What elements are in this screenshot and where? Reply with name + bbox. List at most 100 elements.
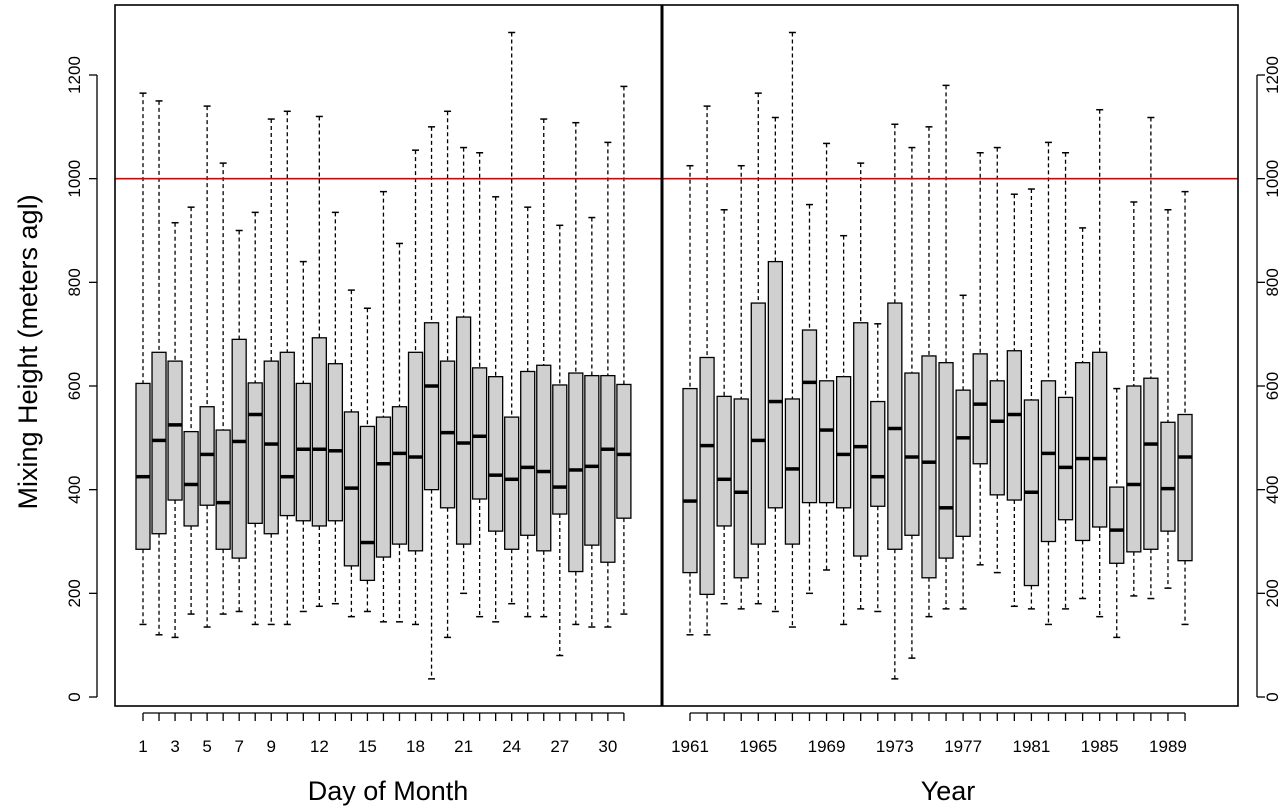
iqr-box [504, 416, 520, 550]
year-x-axis: 1961 1965 1969 1973 1977 1981 1985 1989 [671, 712, 1187, 756]
box-21 [455, 146, 472, 595]
iqr-box [1143, 377, 1159, 550]
x-tick-label-1969: 1969 [808, 737, 846, 756]
iqr-box [455, 316, 472, 545]
iqr-box [750, 302, 766, 545]
box-31 [616, 85, 632, 615]
y-axis-title: Mixing Height (meters agl) [13, 194, 43, 509]
right-y-tick-label-400: 400 [1263, 475, 1282, 503]
iqr-box [391, 406, 408, 545]
box-4 [183, 206, 199, 615]
box-1990 [1177, 190, 1193, 626]
box-1962 [699, 105, 715, 636]
iqr-box [423, 322, 440, 491]
left-y-tick-label-600: 600 [65, 372, 84, 400]
box-20 [439, 110, 456, 639]
box-7 [231, 229, 247, 613]
box-29 [584, 216, 600, 628]
iqr-box [784, 398, 801, 545]
box-1986 [1109, 387, 1125, 639]
iqr-box [552, 384, 568, 515]
box-22 [471, 152, 488, 618]
box-28 [568, 121, 584, 626]
left-y-tick-label-800: 800 [65, 268, 84, 296]
iqr-box [471, 367, 488, 500]
x-tick-label-21: 21 [454, 737, 473, 756]
x-tick-label-5: 5 [202, 737, 211, 756]
iqr-box [1177, 413, 1193, 562]
box-1981 [1023, 188, 1040, 610]
iqr-box [938, 362, 954, 559]
box-1969 [818, 142, 835, 571]
box-1982 [1040, 141, 1057, 626]
x-tick-label-30: 30 [598, 737, 617, 756]
box-1979 [989, 146, 1005, 574]
x-tick-label-3: 3 [170, 737, 179, 756]
iqr-box [887, 302, 903, 550]
iqr-box [716, 395, 732, 527]
iqr-box [801, 329, 818, 504]
iqr-box [733, 398, 749, 579]
outer-frame [114, 4, 1239, 707]
iqr-box [183, 430, 199, 527]
box-27 [552, 224, 568, 657]
x-tick-label-15: 15 [358, 737, 377, 756]
iqr-box [616, 383, 632, 519]
box-1964 [733, 164, 749, 610]
iqr-box [904, 372, 920, 536]
x-tick-label-1977: 1977 [944, 737, 982, 756]
iqr-box [568, 372, 584, 573]
box-1961 [682, 164, 698, 636]
x-tick-label-1965: 1965 [739, 737, 777, 756]
left-y-tick-label-400: 400 [65, 475, 84, 503]
iqr-box [1092, 351, 1108, 528]
iqr-box [1040, 380, 1057, 543]
box-1989 [1160, 209, 1176, 589]
right-y-tick-label-600: 600 [1263, 372, 1282, 400]
iqr-box [1109, 486, 1125, 564]
iqr-box [1006, 350, 1022, 501]
x-tick-label-1973: 1973 [876, 737, 914, 756]
iqr-box [600, 374, 616, 563]
box-1973 [887, 123, 903, 680]
x-tick-label-1961: 1961 [671, 737, 709, 756]
box-1967 [784, 31, 801, 628]
iqr-box [682, 387, 698, 574]
box-12 [311, 115, 327, 608]
box-3 [167, 221, 183, 639]
left-y-tick-label-1000: 1000 [65, 160, 84, 198]
box-1 [135, 92, 151, 626]
iqr-box [135, 382, 151, 550]
box-10 [279, 110, 295, 626]
box-1975 [921, 126, 937, 618]
iqr-box [767, 260, 783, 509]
box-2 [151, 100, 167, 636]
box-14 [343, 289, 360, 618]
left-y-tick-label-1200: 1200 [65, 56, 84, 94]
year-panel [682, 31, 1193, 680]
iqr-box [972, 353, 988, 465]
iqr-box [151, 351, 167, 535]
box-1968 [801, 203, 818, 595]
left-y-tick-label-0: 0 [65, 692, 84, 701]
iqr-box [407, 351, 424, 552]
right-y-tick-label-1200: 1200 [1263, 56, 1282, 94]
box-1984 [1074, 227, 1091, 600]
iqr-box [520, 370, 536, 536]
iqr-box [327, 363, 344, 522]
iqr-box [921, 355, 937, 579]
iqr-box [231, 338, 247, 559]
box-24 [504, 31, 520, 605]
box-6 [215, 162, 231, 615]
iqr-box [488, 376, 504, 532]
x-tick-label-1985: 1985 [1081, 737, 1119, 756]
iqr-box [699, 356, 715, 596]
box-1976 [938, 84, 954, 610]
iqr-box [1074, 362, 1091, 542]
iqr-box [215, 429, 231, 550]
box-1978 [972, 152, 988, 566]
box-11 [295, 260, 311, 613]
box-8 [247, 211, 263, 626]
x-tick-label-24: 24 [502, 737, 521, 756]
